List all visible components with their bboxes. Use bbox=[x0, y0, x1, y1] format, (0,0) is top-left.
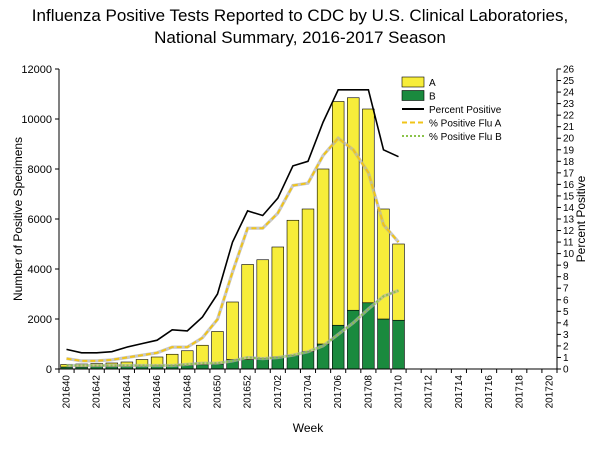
x-tick-label: 201652 bbox=[243, 375, 254, 409]
x-tick-label: 201720 bbox=[544, 375, 555, 409]
bar-b-201709 bbox=[377, 318, 390, 370]
legend-label-positive-flu-a: % Positive Flu A bbox=[429, 119, 502, 130]
y-left-tick-label: 6000 bbox=[28, 214, 52, 226]
y-right-tick-label: 23 bbox=[563, 99, 575, 110]
y-right-tick-label: 16 bbox=[563, 180, 575, 191]
bar-a-201710 bbox=[392, 243, 405, 321]
y-axis-title-right: Percent Positive bbox=[574, 175, 588, 262]
bar-a-201707 bbox=[347, 97, 360, 311]
y-right-tick-label: 7 bbox=[563, 284, 569, 295]
x-tick-label: 201712 bbox=[424, 375, 435, 409]
y-right-tick-label: 12 bbox=[563, 226, 575, 237]
x-tick-label: 201704 bbox=[303, 375, 314, 409]
bar-a-201701 bbox=[256, 259, 269, 359]
y-right-tick-label: 14 bbox=[563, 203, 575, 214]
x-tick-label: 201702 bbox=[273, 375, 284, 409]
y-left-tick-label: 10000 bbox=[21, 114, 52, 126]
x-tick-label: 201708 bbox=[363, 375, 374, 409]
y-right-tick-label: 0 bbox=[563, 365, 569, 376]
bar-a-201652 bbox=[241, 264, 254, 360]
bar-a-201706 bbox=[331, 101, 345, 326]
y-right-tick-label: 8 bbox=[563, 272, 569, 283]
x-axis-title: Week bbox=[293, 421, 324, 435]
bar-a-201708 bbox=[362, 108, 375, 304]
x-tick-label: 201640 bbox=[62, 375, 73, 409]
bar-b-201652 bbox=[241, 359, 254, 370]
y-right-tick-label: 26 bbox=[563, 65, 575, 76]
y-left-tick-label: 12000 bbox=[21, 64, 52, 76]
y-right-tick-label: 1 bbox=[563, 353, 569, 364]
x-tick-label: 201650 bbox=[212, 375, 223, 409]
x-tick-label: 201644 bbox=[122, 375, 133, 409]
y-right-tick-label: 3 bbox=[563, 330, 569, 341]
x-tick-label: 201710 bbox=[394, 375, 405, 409]
bar-a-201704 bbox=[301, 208, 315, 352]
y-right-tick-label: 17 bbox=[563, 168, 575, 179]
y-right-tick-label: 11 bbox=[563, 238, 574, 249]
chart-title-line1: Influenza Positive Tests Reported to CDC… bbox=[31, 6, 569, 25]
chart-title-line2: National Summary, 2016-2017 Season bbox=[154, 28, 446, 47]
y-right-tick-label: 22 bbox=[563, 111, 575, 122]
legend-label-percent-positive: Percent Positive bbox=[429, 105, 502, 116]
bar-a-201702 bbox=[271, 246, 285, 358]
legend-swatch-b bbox=[401, 90, 425, 101]
x-tick-label: 201714 bbox=[454, 375, 465, 409]
y-left-tick-label: 2000 bbox=[28, 314, 52, 326]
bar-b-201649 bbox=[196, 364, 209, 370]
y-right-tick-label: 20 bbox=[563, 134, 575, 145]
line-positive-flu-a bbox=[66, 136, 400, 362]
y-right-tick-label: 13 bbox=[563, 215, 575, 226]
line-positive-flu-b bbox=[66, 289, 399, 367]
y-right-tick-label: 4 bbox=[563, 318, 569, 329]
y-axis-title-left: Number of Positive Specimens bbox=[11, 137, 25, 301]
y-left-tick-label: 4000 bbox=[28, 264, 52, 276]
y-right-tick-label: 24 bbox=[563, 88, 575, 99]
y-right-tick-label: 21 bbox=[563, 122, 575, 133]
line-percent-positive bbox=[66, 89, 399, 354]
y-right-tick-label: 19 bbox=[563, 145, 575, 156]
y-right-tick-label: 5 bbox=[563, 307, 569, 318]
bar-a-201705 bbox=[316, 168, 330, 345]
bar-a-201703 bbox=[286, 219, 300, 356]
legend-label-positive-flu-b: % Positive Flu B bbox=[429, 132, 502, 143]
legend-label-b: B bbox=[429, 92, 436, 103]
y-right-tick-label: 10 bbox=[563, 249, 575, 260]
x-tick-label: 201716 bbox=[484, 375, 495, 409]
x-tick-label: 201648 bbox=[182, 375, 193, 409]
bar-a-201709 bbox=[377, 208, 390, 320]
legend-swatch-a bbox=[401, 76, 425, 88]
y-left-tick-label: 0 bbox=[46, 364, 52, 376]
x-tick-label: 201718 bbox=[514, 375, 525, 409]
x-tick-label: 201646 bbox=[152, 375, 163, 409]
y-right-tick-label: 25 bbox=[563, 76, 575, 87]
y-right-tick-label: 15 bbox=[563, 191, 575, 202]
legend-label-a: A bbox=[429, 78, 436, 89]
bar-a-201650 bbox=[211, 331, 224, 365]
y-right-tick-label: 6 bbox=[563, 295, 569, 306]
y-right-tick-label: 9 bbox=[563, 261, 569, 272]
y-right-tick-label: 2 bbox=[563, 341, 569, 352]
x-tick-label: 201706 bbox=[333, 375, 344, 409]
bar-b-201710 bbox=[392, 319, 405, 370]
y-left-tick-label: 8000 bbox=[28, 164, 52, 176]
y-right-tick-label: 18 bbox=[563, 157, 575, 168]
x-tick-label: 201642 bbox=[92, 375, 103, 409]
bar-a-201651 bbox=[226, 301, 239, 360]
